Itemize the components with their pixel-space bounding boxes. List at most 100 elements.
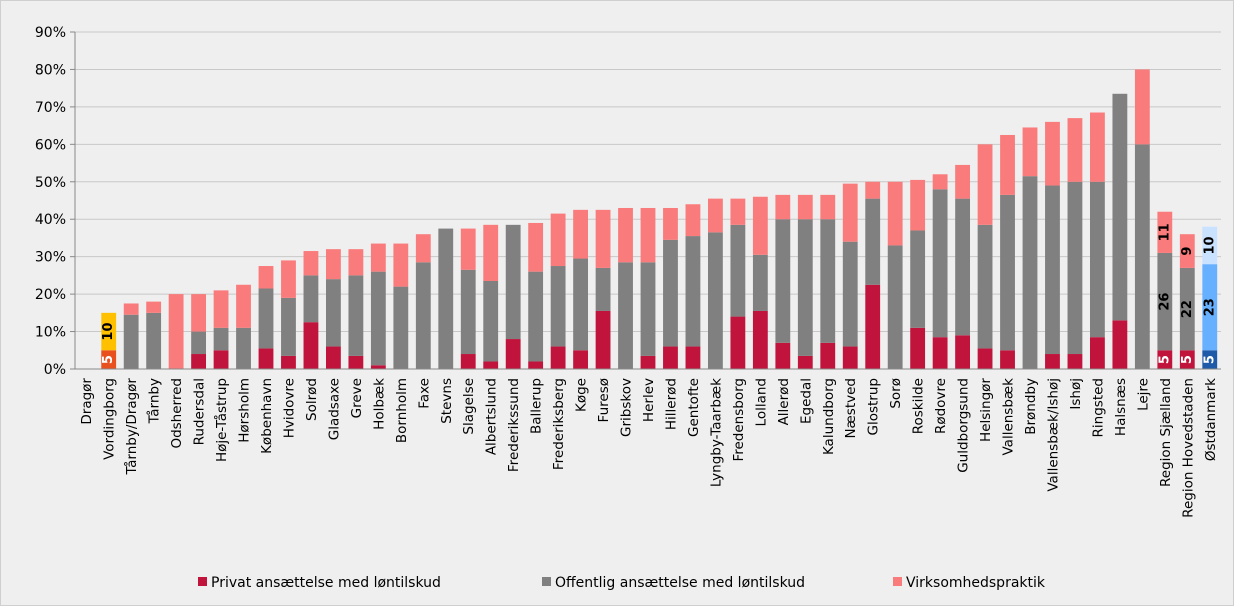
x-tick-label: København — [259, 378, 275, 454]
data-label-østdanmark-2: 23 — [1202, 298, 1217, 316]
bar-segment-næstved-1 — [842, 346, 858, 369]
x-tick-label: Glostrup — [866, 378, 882, 435]
x-tick-label: Hillerød — [663, 378, 679, 430]
data-label-region-hovedstaden-3: 9 — [1180, 247, 1195, 256]
x-tick-label: Gladsaxe — [326, 378, 342, 440]
x-tick-label: Bornholm — [394, 378, 410, 443]
x-tick-label: Kalundborg — [821, 378, 837, 455]
bar-segment-lejre-3 — [1134, 69, 1150, 145]
legend-swatch-2 — [542, 577, 551, 586]
x-tick-label: Rudersdal — [192, 378, 208, 445]
x-tick-label: Guldborgsund — [956, 378, 972, 473]
bar-segment-halsnæs-2 — [1112, 93, 1128, 321]
bar-segment-albertslund-3 — [483, 224, 499, 282]
data-label-region-sjælland-2: 26 — [1157, 293, 1172, 311]
x-tick-label: Gribskov — [619, 378, 635, 437]
bar-segment-køge-3 — [573, 209, 589, 259]
bar-segment-hvidovre-2 — [281, 297, 296, 356]
x-tick-label: Ballerup — [529, 378, 545, 434]
x-tick-label: Herlev — [641, 378, 657, 422]
bar-segment-ringsted-2 — [1089, 181, 1105, 338]
data-labels: 5 10 5 26 11 5 22 9 5 23 10 — [101, 223, 1217, 364]
bar-segment-gladsaxe-3 — [325, 249, 341, 280]
bar-segment-helsingør-2 — [977, 224, 993, 349]
legend-label-2: Offentlig ansættelse med løntilskud — [555, 575, 805, 591]
x-tick-label: Helsingør — [978, 378, 994, 442]
bar-segment-ishøj-3 — [1067, 118, 1083, 182]
legend-swatch-3 — [893, 577, 902, 586]
legend: Privat ansættelse med løntilskud Offentli… — [198, 575, 1046, 591]
bar-segment-vallensbæk-ishøj-3 — [1045, 121, 1060, 186]
bar-segment-rudersdal-2 — [191, 331, 207, 355]
y-tick-label: 10% — [35, 325, 66, 341]
bar-segment-fredensborg-1 — [730, 316, 746, 369]
bar-segment-bornholm-3 — [393, 243, 409, 287]
bar-segment-høje-tåstrup-1 — [213, 350, 229, 369]
bar-segment-gladsaxe-1 — [325, 346, 341, 369]
bar-segment-ishøj-1 — [1067, 354, 1083, 369]
bar-segment-vallensbæk-2 — [1000, 194, 1015, 351]
x-tick-label: Vallensbæk — [1001, 378, 1017, 456]
bar-segment-frederikssund-2 — [505, 224, 521, 340]
bar-segment-sorø-3 — [887, 181, 903, 246]
x-tick-label: Næstved — [843, 378, 859, 439]
bar-segment-frederiksberg-3 — [550, 213, 566, 267]
x-tick-label: Albertslund — [484, 378, 500, 455]
bar-segment-solrød-1 — [303, 322, 319, 369]
bar-segment-hillerød-1 — [663, 346, 678, 369]
bar-segment-halsnæs-1 — [1112, 320, 1128, 369]
x-tick-label: Høje-Tåstrup — [213, 378, 230, 462]
bar-segment-lyngby-taarbæk-2 — [707, 232, 723, 369]
x-tick-label: Faxe — [416, 378, 432, 409]
data-label-vordingborg-1: 5 — [101, 355, 116, 364]
bar-segment-hillerød-2 — [663, 239, 678, 347]
bar-segment-region-hovedstaden-1 — [1179, 350, 1195, 369]
bar-segment-glostrup-1 — [865, 284, 881, 369]
x-tick-label: Stevns — [439, 378, 455, 424]
bar-segment-region-sjælland-1 — [1157, 350, 1173, 369]
x-tick-label: Lyngby-Taarbæk — [708, 378, 724, 487]
bar-segment-region-sjælland-2 — [1157, 252, 1173, 351]
y-tick-label: 20% — [35, 287, 66, 303]
bar-segment-herlev-3 — [640, 207, 656, 263]
x-tick-label: Sorø — [888, 378, 904, 409]
legend-label-3: Virksomhedspraktik — [906, 575, 1046, 591]
bar-segment-gladsaxe-2 — [325, 279, 341, 347]
bar-segment-rødovre-2 — [932, 189, 948, 338]
y-tick-label: 30% — [35, 250, 66, 266]
bar-segment-glostrup-2 — [865, 198, 881, 285]
x-tick-label: Halsnæs — [1113, 378, 1129, 436]
x-tick-label: Brøndby — [1023, 378, 1039, 435]
data-label-region-hovedstaden-1: 5 — [1180, 355, 1195, 364]
bar-segment-kalundborg-2 — [820, 219, 836, 343]
bar-segment-egedal-3 — [797, 194, 813, 220]
bar-segment-faxe-3 — [415, 234, 431, 263]
x-tick-label: Slagelse — [461, 378, 477, 435]
bar-segment-odsherred-3 — [168, 294, 184, 369]
bar-segment-sorø-2 — [887, 245, 903, 369]
bar-segment-holbæk-2 — [370, 271, 386, 366]
x-tick-label: Solrød — [304, 378, 320, 421]
bar-segment-furesø-3 — [595, 209, 611, 268]
bar-segment-hvidovre-1 — [281, 355, 296, 369]
bar-segment-egedal-1 — [797, 355, 813, 369]
x-tick-label: Roskilde — [911, 378, 927, 434]
x-tick-label: Gentofte — [686, 378, 702, 437]
x-tick-label: Frederikssund — [506, 378, 522, 472]
bar-segment-furesø-1 — [595, 310, 611, 369]
bar-segment-kalundborg-1 — [820, 342, 836, 369]
bar-segment-gribskov-3 — [618, 207, 633, 263]
bar-segment-roskilde-1 — [910, 327, 926, 369]
bar-segment-vallensbæk-1 — [1000, 350, 1015, 369]
bar-segment-gentofte-2 — [685, 236, 701, 347]
bar-segment-ishøj-2 — [1067, 181, 1083, 355]
x-tick-label: Allerød — [776, 378, 792, 425]
bar-segment-helsingør-1 — [977, 348, 993, 369]
x-tick-label: Region Sjælland — [1158, 378, 1174, 487]
data-label-østdanmark-1: 5 — [1202, 355, 1217, 364]
bar-segment-fredensborg-3 — [730, 198, 746, 225]
x-tick-label: Egedal — [798, 378, 814, 424]
x-tick-label: Vordingborg — [102, 378, 118, 460]
bar-segment-frederiksberg-2 — [550, 266, 566, 347]
